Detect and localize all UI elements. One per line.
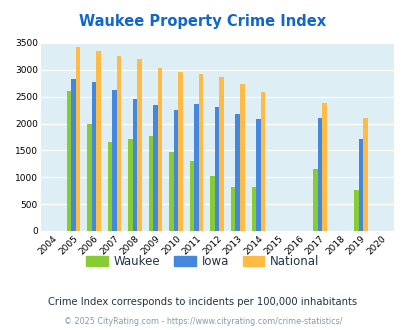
Bar <box>219 77 224 231</box>
Bar <box>235 114 239 231</box>
Bar <box>256 119 260 231</box>
Bar <box>194 104 198 231</box>
Bar <box>92 82 96 231</box>
Bar <box>117 56 121 231</box>
Bar <box>107 142 112 231</box>
Bar <box>362 118 367 231</box>
Bar <box>75 47 80 231</box>
Text: © 2025 CityRating.com - https://www.cityrating.com/crime-statistics/: © 2025 CityRating.com - https://www.city… <box>64 317 341 326</box>
Bar <box>87 123 92 231</box>
Bar <box>132 99 137 231</box>
Bar <box>173 110 178 231</box>
Bar <box>353 190 358 231</box>
Bar <box>153 105 158 231</box>
Bar <box>96 51 100 231</box>
Bar <box>112 90 117 231</box>
Bar <box>178 72 183 231</box>
Bar <box>210 176 214 231</box>
Bar <box>190 161 194 231</box>
Bar <box>137 59 141 231</box>
Text: Waukee Property Crime Index: Waukee Property Crime Index <box>79 14 326 29</box>
Bar <box>158 68 162 231</box>
Bar <box>358 139 362 231</box>
Legend: Waukee, Iowa, National: Waukee, Iowa, National <box>81 250 324 273</box>
Bar <box>128 139 132 231</box>
Bar <box>312 169 317 231</box>
Bar <box>214 107 219 231</box>
Bar <box>149 136 153 231</box>
Bar <box>71 80 75 231</box>
Bar <box>260 92 264 231</box>
Bar <box>66 91 71 231</box>
Bar <box>239 84 244 231</box>
Bar <box>230 187 235 231</box>
Bar <box>198 74 203 231</box>
Bar <box>317 117 321 231</box>
Bar <box>169 152 173 231</box>
Text: Crime Index corresponds to incidents per 100,000 inhabitants: Crime Index corresponds to incidents per… <box>48 297 357 307</box>
Bar <box>321 103 326 231</box>
Bar <box>251 187 256 231</box>
